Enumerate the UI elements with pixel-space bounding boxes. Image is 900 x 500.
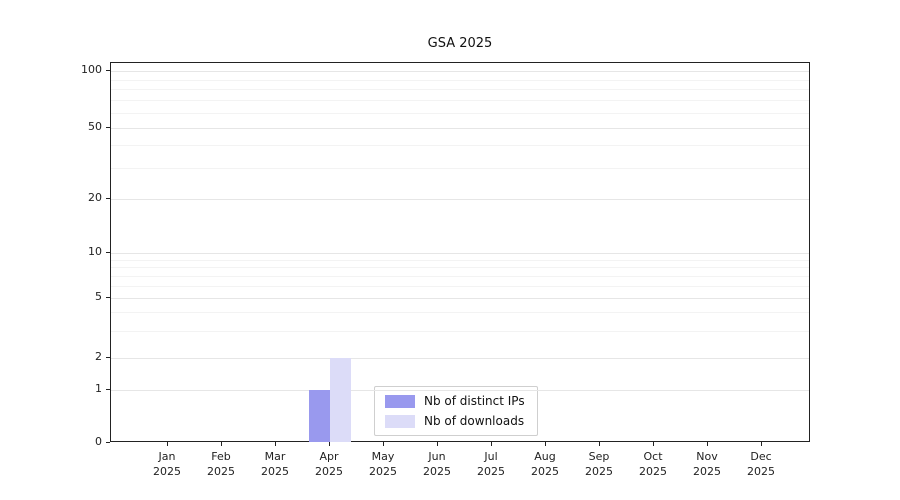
y-tick-label: 20: [88, 191, 102, 205]
x-tick-mark: [599, 442, 600, 446]
gridline-minor: [111, 100, 809, 102]
legend-label-distinct-ips: Nb of distinct IPs: [424, 394, 525, 408]
x-tick-label: Jun 2025: [423, 450, 451, 478]
gridline-minor: [111, 312, 809, 314]
x-tick-mark: [221, 442, 222, 446]
x-tick-mark: [383, 442, 384, 446]
y-tick-label: 100: [81, 62, 102, 76]
y-tick-mark: [106, 198, 110, 200]
x-tick-label: Jul 2025: [477, 450, 505, 478]
y-tick-mark: [106, 388, 110, 390]
y-tick-mark: [106, 356, 110, 358]
legend-label-downloads: Nb of downloads: [424, 414, 525, 428]
x-tick-mark: [167, 442, 168, 446]
gridline-minor: [111, 167, 809, 169]
gridline-minor: [111, 79, 809, 81]
x-tick-label: May 2025: [369, 450, 397, 478]
x-tick-label: Nov 2025: [693, 450, 721, 478]
legend-item-downloads: Nb of downloads: [385, 414, 525, 428]
x-tick-label: Apr 2025: [315, 450, 343, 478]
x-tick-mark: [707, 442, 708, 446]
legend-item-distinct-ips: Nb of distinct IPs: [385, 394, 525, 408]
gridline-major: [111, 297, 809, 299]
y-tick-mark: [106, 126, 110, 128]
gridline-major: [111, 70, 809, 72]
y-tick-label: 1: [95, 381, 102, 395]
gridline-minor: [111, 267, 809, 269]
plot-area: Nb of distinct IPs Nb of downloads: [110, 62, 810, 442]
legend-swatch-downloads: [385, 414, 415, 428]
x-tick-label: Aug 2025: [531, 450, 559, 478]
bar-downloads: [330, 357, 351, 442]
y-tick-mark: [106, 69, 110, 71]
legend-swatch-distinct-ips: [385, 394, 415, 408]
x-tick-mark: [653, 442, 654, 446]
x-tick-mark: [329, 442, 330, 446]
chart-title: GSA 2025: [427, 36, 493, 51]
gridline-minor: [111, 145, 809, 147]
gridline-minor: [111, 276, 809, 278]
x-tick-mark: [491, 442, 492, 446]
gridline-minor: [111, 286, 809, 288]
x-tick-label: Dec 2025: [747, 450, 775, 478]
y-tick-label: 2: [95, 349, 102, 363]
legend: Nb of distinct IPs Nb of downloads: [374, 386, 538, 436]
y-tick-label: 50: [88, 119, 102, 133]
x-tick-label: Sep 2025: [585, 450, 613, 478]
y-tick-label: 0: [95, 435, 102, 448]
y-tick-mark: [106, 296, 110, 298]
x-tick-mark: [275, 442, 276, 446]
gridline-major: [111, 127, 809, 129]
x-tick-mark: [545, 442, 546, 446]
gridline-minor: [111, 112, 809, 114]
x-tick-mark: [761, 442, 762, 446]
y-tick-label: 5: [95, 289, 102, 303]
x-tick-label: Mar 2025: [261, 450, 289, 478]
x-tick-mark: [437, 442, 438, 446]
gridline-minor: [111, 259, 809, 261]
gridline-minor: [111, 331, 809, 333]
x-tick-label: Feb 2025: [207, 450, 235, 478]
x-tick-label: Jan 2025: [153, 450, 181, 478]
x-tick-label: Oct 2025: [639, 450, 667, 478]
gridline-major: [111, 389, 809, 391]
y-tick-label: 10: [88, 245, 102, 258]
gridline-major: [111, 357, 809, 359]
y-tick-mark: [106, 252, 110, 253]
gridline-minor: [111, 89, 809, 91]
y-tick-mark: [106, 442, 110, 443]
gridline-major: [111, 253, 809, 254]
bar-distinct-ips: [309, 389, 330, 442]
gridline-major: [111, 199, 809, 201]
